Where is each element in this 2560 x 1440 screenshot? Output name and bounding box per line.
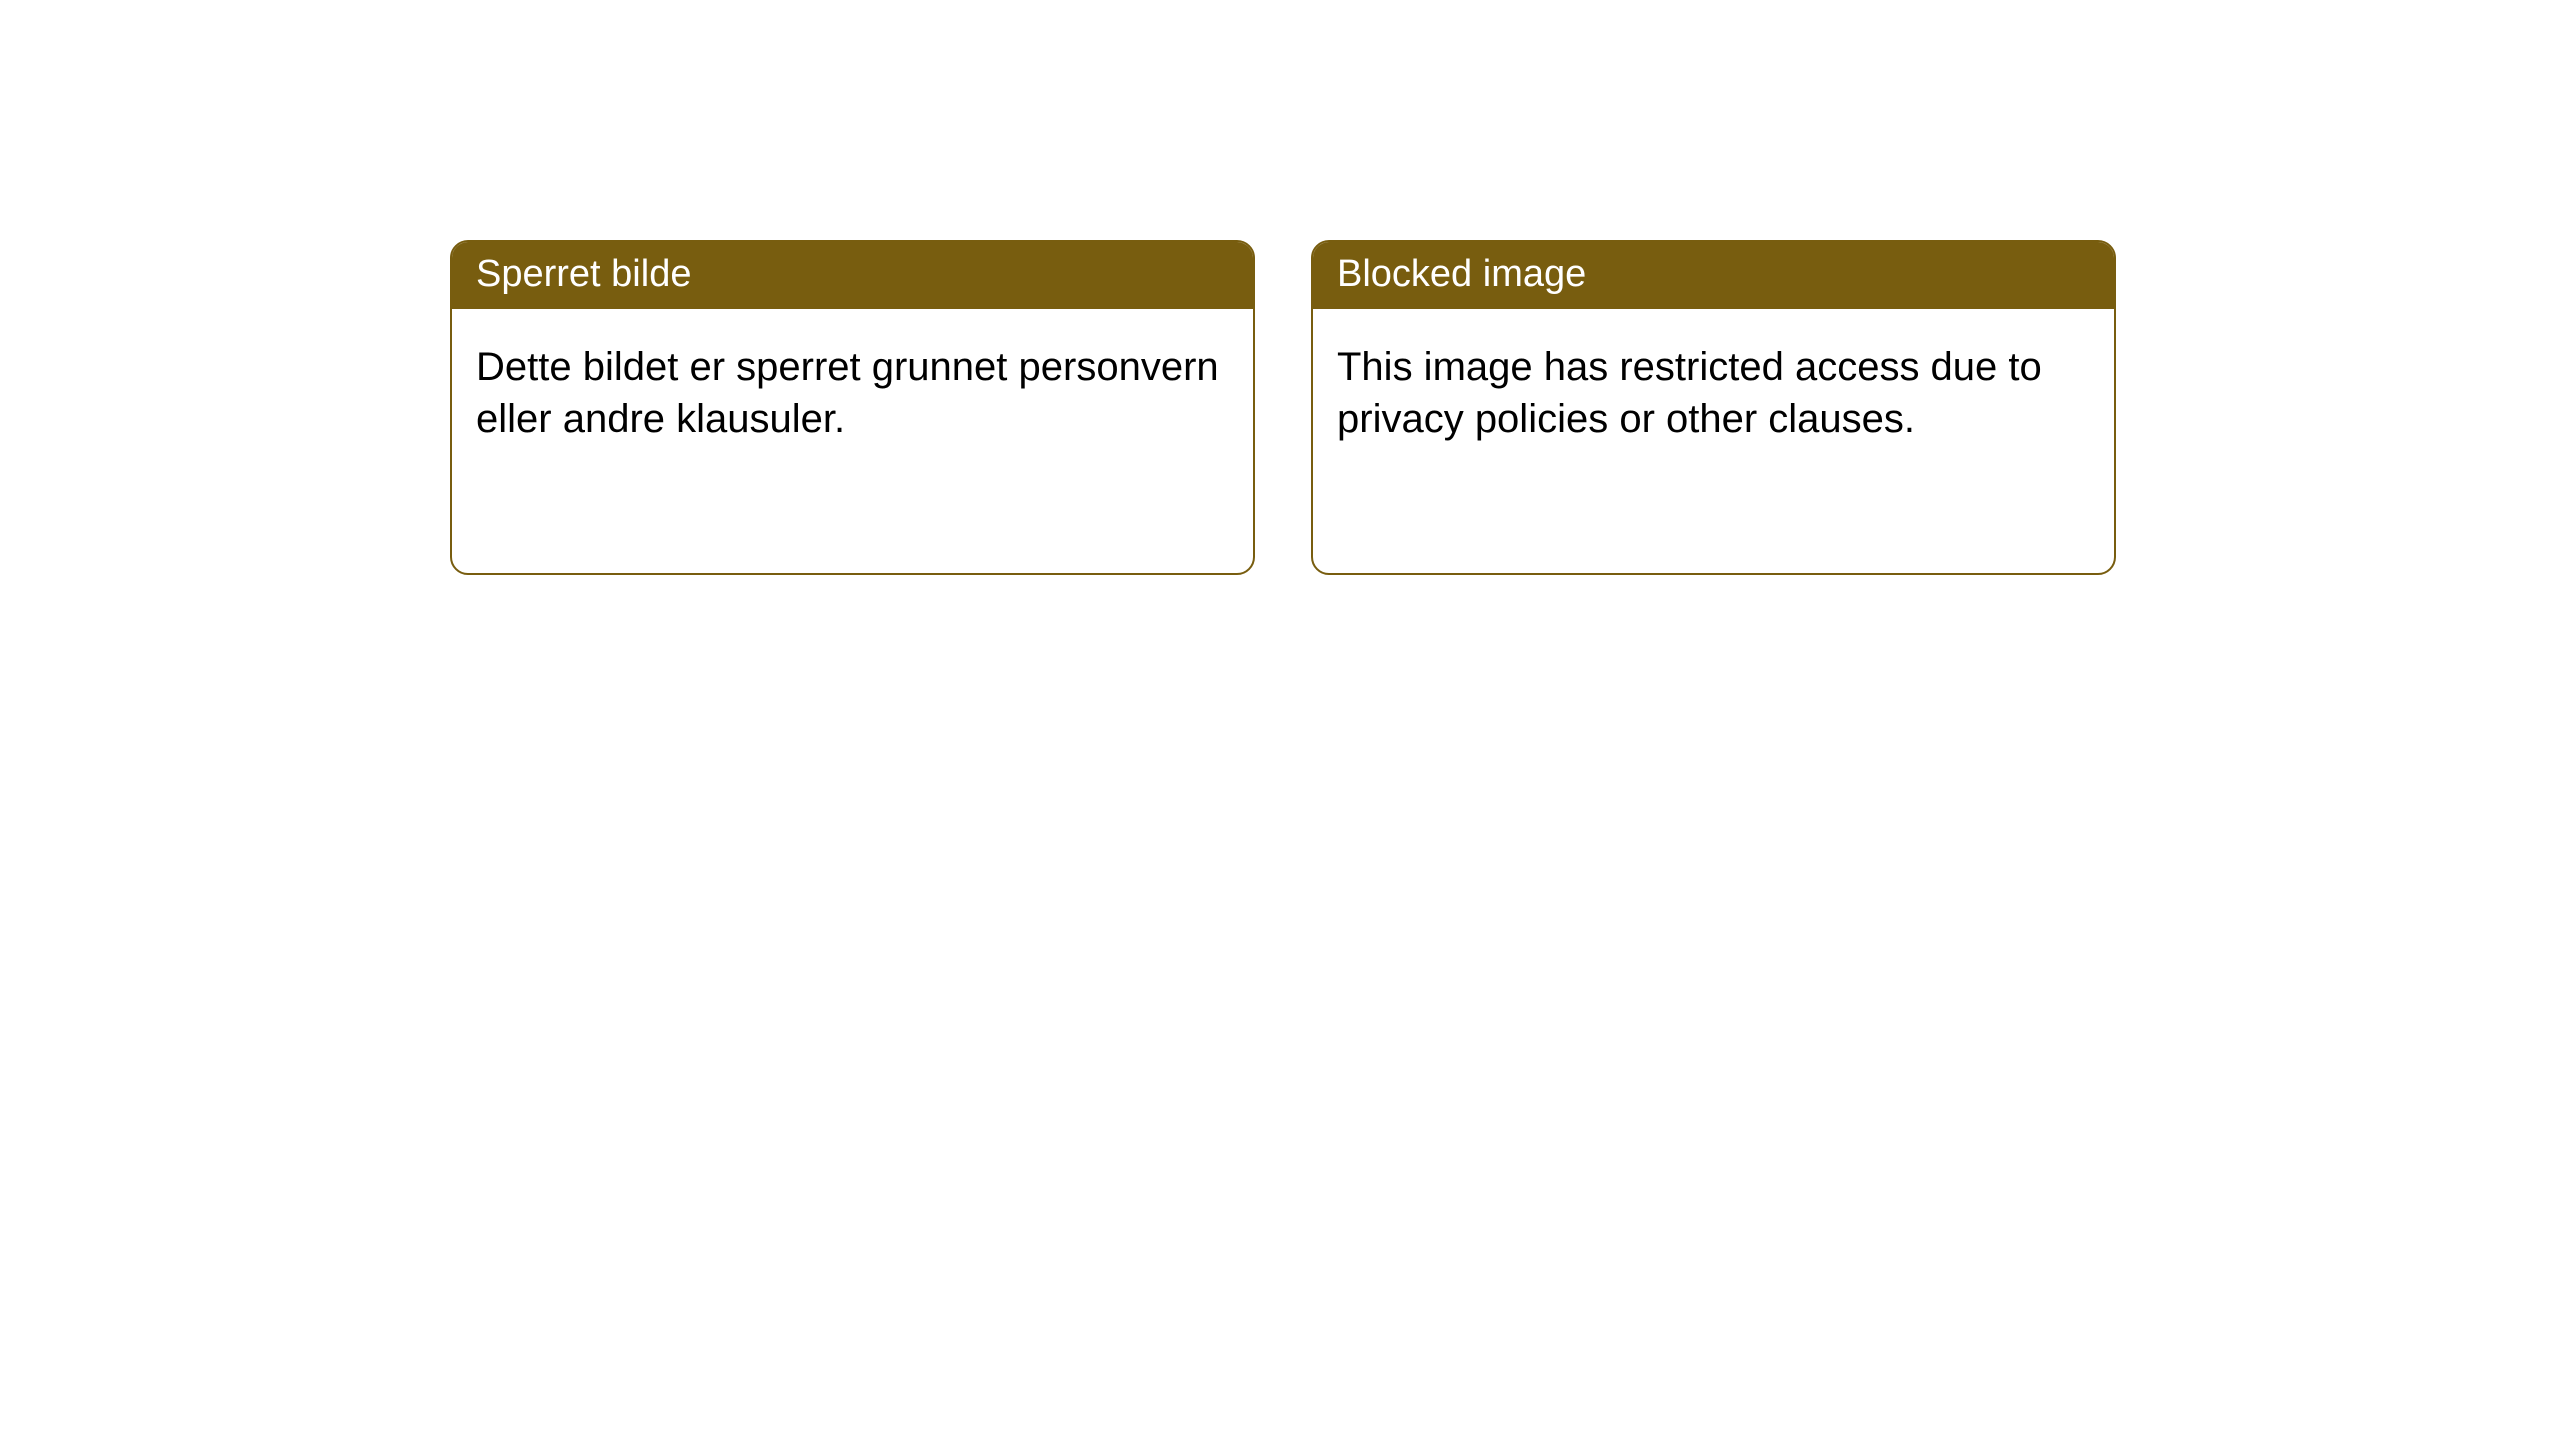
card-body: Dette bildet er sperret grunnet personve… <box>452 309 1253 477</box>
notice-cards-container: Sperret bilde Dette bildet er sperret gr… <box>0 0 2560 575</box>
card-body-text: This image has restricted access due to … <box>1337 345 2042 441</box>
card-title: Blocked image <box>1337 253 1586 295</box>
card-header: Blocked image <box>1313 242 2114 309</box>
notice-card-norwegian: Sperret bilde Dette bildet er sperret gr… <box>450 240 1255 575</box>
card-body-text: Dette bildet er sperret grunnet personve… <box>476 345 1219 441</box>
card-title: Sperret bilde <box>476 253 691 295</box>
card-body: This image has restricted access due to … <box>1313 309 2114 477</box>
card-header: Sperret bilde <box>452 242 1253 309</box>
notice-card-english: Blocked image This image has restricted … <box>1311 240 2116 575</box>
